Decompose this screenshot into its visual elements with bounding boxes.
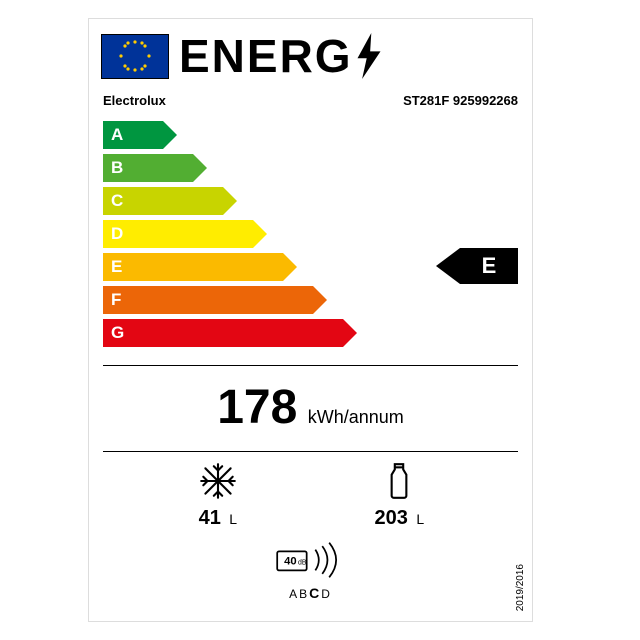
freezer-value: 41 [199,507,221,529]
noise-db: dB [298,559,307,566]
efficiency-chart: ABCDEFGE [89,114,532,361]
efficiency-row-c: C [103,186,518,215]
energy-title: ENERG [179,29,383,83]
efficiency-letter: C [111,191,123,211]
efficiency-row-a: A [103,120,518,149]
freezer-unit: L [229,511,237,527]
fridge-block: 203 L [375,460,425,530]
bolt-icon [355,33,383,79]
energy-label: ENERG Electrolux ST281F 925992268 ABCDEF… [88,18,533,622]
efficiency-arrow: F [103,286,313,314]
efficiency-letter: A [111,125,123,145]
brand-row: Electrolux ST281F 925992268 [89,91,532,114]
noise-value: 40 [284,555,297,567]
rating-letter: E [460,248,518,284]
freezer-block: 41 L [197,460,239,530]
consumption-value: 178 [217,381,297,434]
noise-scale-letter: A [289,587,299,601]
noise-block: 40 dB ABCD [89,538,532,609]
efficiency-arrow: C [103,187,223,215]
speaker-icon: 40 dB [272,540,350,580]
rating-pointer: E [436,248,518,284]
efficiency-letter: D [111,224,123,244]
fridge-value: 203 [375,507,408,529]
snowflake-icon [197,460,239,502]
brand-name: Electrolux [103,93,166,108]
efficiency-row-d: D [103,219,518,248]
efficiency-row-b: B [103,153,518,182]
efficiency-arrow: E [103,253,283,281]
pointer-arrow-icon [436,248,460,284]
model-number: ST281F 925992268 [403,93,518,108]
divider [103,365,518,366]
efficiency-letter: B [111,158,123,178]
noise-scale-letter: D [321,587,332,601]
noise-scale-letter: C [309,585,321,601]
efficiency-row-f: F [103,285,518,314]
efficiency-arrow: G [103,319,343,347]
eu-flag-icon [101,34,169,79]
efficiency-row-g: G [103,318,518,347]
noise-scale-letter: B [299,587,309,601]
fridge-unit: L [416,511,424,527]
energy-text: ENERG [179,29,353,83]
bottle-icon [378,460,420,502]
regulation-number: 2019/2016 [515,564,526,611]
efficiency-arrow: A [103,121,163,149]
consumption: 178 kWh/annum [89,370,532,447]
compartments-row: 41 L 203 L [89,456,532,538]
efficiency-letter: F [111,290,121,310]
noise-scale: ABCD [89,585,532,601]
efficiency-letter: E [111,257,122,277]
efficiency-arrow: B [103,154,193,182]
divider [103,451,518,452]
header: ENERG [89,19,532,91]
consumption-unit: kWh/annum [308,407,404,427]
efficiency-arrow: D [103,220,253,248]
efficiency-letter: G [111,323,124,343]
